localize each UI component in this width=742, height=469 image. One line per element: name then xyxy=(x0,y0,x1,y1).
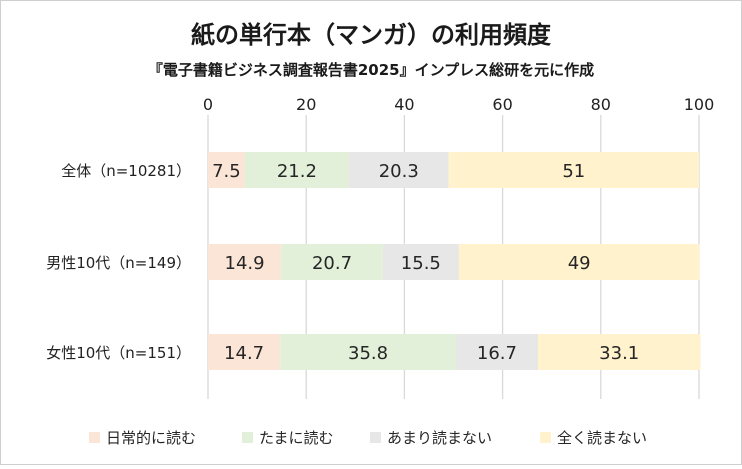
legend-item: あまり読まない xyxy=(370,429,492,447)
data-label: 7.5 xyxy=(212,161,241,182)
bar-segment xyxy=(244,152,349,188)
bar-segment xyxy=(382,244,459,280)
x-tick-label: 60 xyxy=(492,95,512,114)
legend-label: 日常的に読む xyxy=(106,429,196,447)
bar-segment xyxy=(448,152,699,188)
x-tick-label: 20 xyxy=(296,95,316,114)
legend-item: 全く読まない xyxy=(540,429,647,447)
bar-segment xyxy=(455,334,538,370)
data-label: 20.3 xyxy=(379,161,419,182)
bar-segment xyxy=(458,244,700,280)
data-label: 21.2 xyxy=(277,161,317,182)
data-label: 49 xyxy=(568,253,591,274)
data-label: 35.8 xyxy=(348,343,388,364)
bar-segment xyxy=(208,152,245,188)
legend-label: あまり読まない xyxy=(387,429,492,447)
legend-item: 日常的に読む xyxy=(89,429,196,447)
data-label: 14.9 xyxy=(225,253,265,274)
legend-swatch xyxy=(370,432,381,443)
legend-swatch xyxy=(89,432,100,443)
x-tick-label: 0 xyxy=(203,95,213,114)
bar-segment xyxy=(281,244,383,280)
data-label: 16.7 xyxy=(477,343,517,364)
legend-label: 全く読まない xyxy=(557,429,647,447)
bar-segment xyxy=(348,152,449,188)
data-label: 33.1 xyxy=(599,343,639,364)
legend-swatch xyxy=(242,432,253,443)
legend-label: たまに読む xyxy=(259,429,334,447)
chart-title: 紙の単行本（マンガ）の利用頻度 xyxy=(191,21,552,49)
bar-segment xyxy=(208,334,281,370)
data-label: 20.7 xyxy=(312,253,352,274)
data-label: 15.5 xyxy=(401,253,441,274)
category-label: 男性10代（n=149） xyxy=(46,254,191,272)
x-tick-label: 100 xyxy=(684,95,715,114)
legend-item: たまに読む xyxy=(242,429,334,447)
data-label: 51 xyxy=(562,161,585,182)
legend: 日常的に読む たまに読む あまり読まない 全く読まない xyxy=(89,429,647,447)
legend-swatch xyxy=(540,432,551,443)
category-label: 女性10代（n=151） xyxy=(46,344,191,362)
bar-series: 7.5 21.2 20.3 51 14.9 20.7 15.5 49 14.7 35.8 16.7 3… xyxy=(208,152,701,370)
bar-segment xyxy=(208,244,282,280)
category-label: 全体（n=10281） xyxy=(61,162,191,180)
data-label: 14.7 xyxy=(224,343,264,364)
category-labels: 全体（n=10281） 男性10代（n=149） 女性10代（n=151） xyxy=(46,162,191,362)
x-tick-label: 80 xyxy=(591,95,611,114)
bar-segment xyxy=(537,334,701,370)
x-tick-label: 40 xyxy=(394,95,414,114)
x-axis-ticks: 0 20 40 60 80 100 xyxy=(203,95,714,114)
bar-segment xyxy=(280,334,456,370)
chart-subtitle: 『電子書籍ビジネス調査報告書2025』インプレス総研を元に作成 xyxy=(148,61,594,79)
